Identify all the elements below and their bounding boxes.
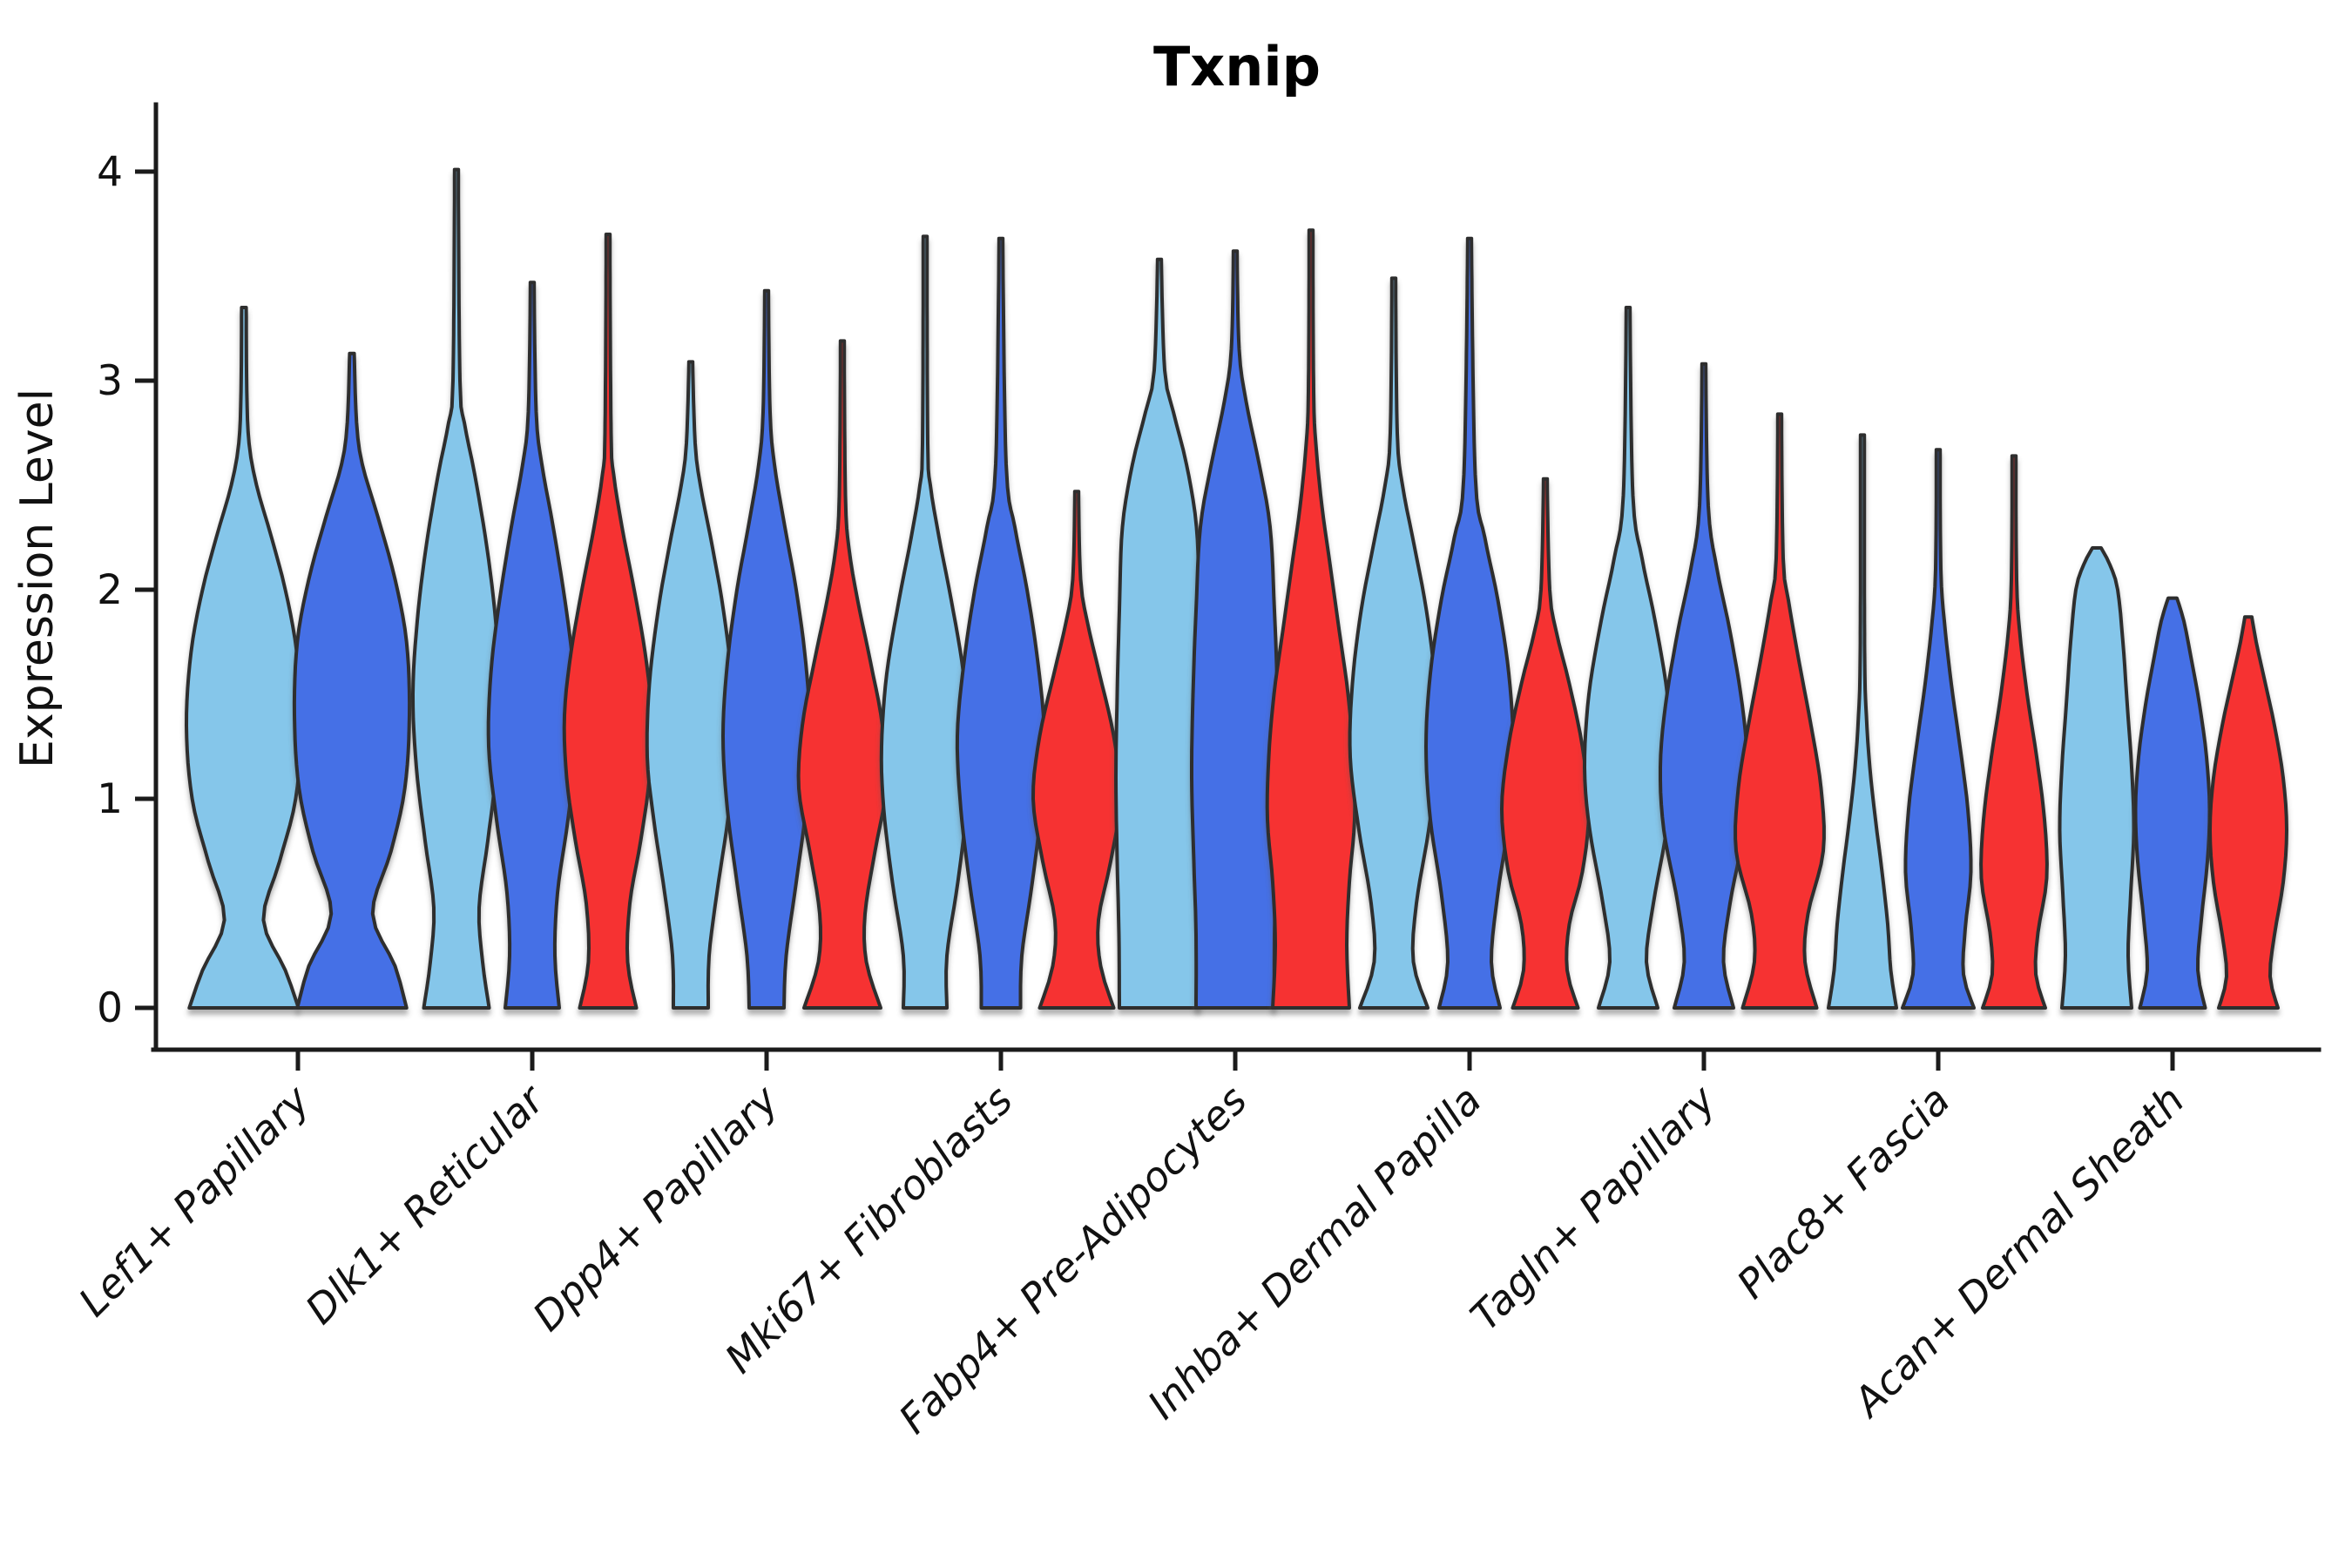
y-tick-label: 0 [97,984,123,1032]
violin-sample-lightblue-cat8 [1827,433,1898,1010]
violin-sample-blue-cat8 [1901,448,1976,1010]
x-tick-label: Lef1+ Papillary [70,1076,319,1325]
violin-sample-lightblue-cat9 [2058,546,2136,1010]
y-tick-label: 3 [97,357,123,405]
violin-sample-lightblue-cat6 [1348,276,1440,1010]
violin-sample-lightblue-cat1 [185,306,303,1010]
x-tick-label: Plac8+ Fascia [1727,1077,1958,1308]
violins-layer [185,167,2288,1010]
violin-sample-blue-cat5 [1190,249,1281,1010]
violin-sample-lightblue-cat3 [645,360,737,1010]
violin-sample-blue-cat1 [292,351,412,1010]
violin-sample-red-cat7 [1734,412,1826,1010]
violin-sample-lightblue-cat7 [1583,306,1673,1010]
violin-sample-blue-cat6 [1424,236,1515,1010]
violin-sample-blue-cat2 [486,280,578,1010]
chart-title: Txnip [1153,35,1321,98]
violin-sample-red-cat8 [1979,454,2049,1010]
x-tick-label: Tagln+ Papillary [1461,1076,1725,1340]
x-tick-label: Dlk1+ Reticular [296,1074,555,1333]
violin-sample-blue-cat4 [955,236,1047,1010]
y-axis-ticks: 0 1 2 3 4 [97,148,156,1032]
violin-sample-lightblue-cat5 [1114,257,1205,1010]
y-tick-label: 1 [97,775,123,823]
y-axis-label: Expression Level [11,389,64,768]
y-tick-label: 4 [97,148,123,196]
x-tick-label: Dpp4+ Papillary [524,1076,787,1340]
violin-sample-red-cat3 [796,339,889,1010]
violin-sample-red-cat2 [562,233,654,1010]
violin-sample-lightblue-cat2 [411,167,502,1010]
violin-sample-red-cat4 [1031,490,1122,1010]
violin-sample-red-cat5 [1265,228,1357,1010]
violin-sample-red-cat6 [1500,476,1591,1010]
violin-sample-blue-cat3 [721,288,812,1010]
violin-sample-lightblue-cat4 [879,234,971,1010]
violin-sample-red-cat9 [2208,615,2288,1010]
violin-sample-blue-cat7 [1659,362,1749,1010]
y-tick-label: 2 [97,566,123,614]
violin-sample-blue-cat9 [2133,596,2212,1010]
